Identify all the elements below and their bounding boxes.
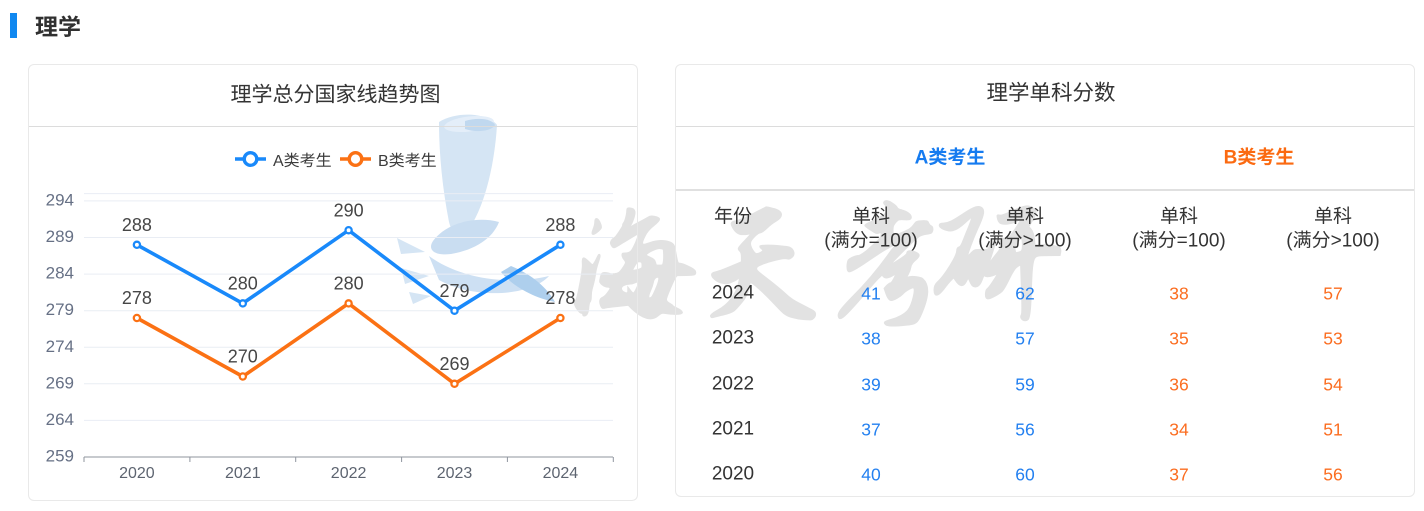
svg-text:2020: 2020 [119, 465, 155, 482]
svg-text:259: 259 [46, 447, 74, 466]
svg-text:2022: 2022 [331, 465, 367, 482]
svg-text:288: 288 [545, 215, 575, 235]
svg-text:280: 280 [228, 274, 258, 294]
svg-text:278: 278 [545, 288, 575, 308]
svg-text:294: 294 [46, 190, 74, 209]
svg-text:270: 270 [228, 347, 258, 367]
svg-text:279: 279 [439, 281, 469, 301]
svg-text:280: 280 [334, 274, 364, 294]
svg-text:A类考生: A类考生 [273, 152, 332, 170]
svg-text:290: 290 [334, 200, 364, 220]
svg-text:264: 264 [46, 410, 74, 429]
svg-text:278: 278 [122, 288, 152, 308]
svg-text:284: 284 [46, 264, 74, 283]
svg-text:269: 269 [46, 373, 74, 392]
svg-text:279: 279 [46, 300, 74, 319]
svg-text:269: 269 [439, 354, 469, 374]
svg-text:B类考生: B类考生 [378, 152, 437, 170]
svg-text:274: 274 [46, 337, 74, 356]
svg-text:2024: 2024 [543, 465, 579, 482]
svg-text:2023: 2023 [437, 465, 473, 482]
svg-text:2021: 2021 [225, 465, 261, 482]
svg-text:289: 289 [46, 227, 74, 246]
svg-text:288: 288 [122, 215, 152, 235]
